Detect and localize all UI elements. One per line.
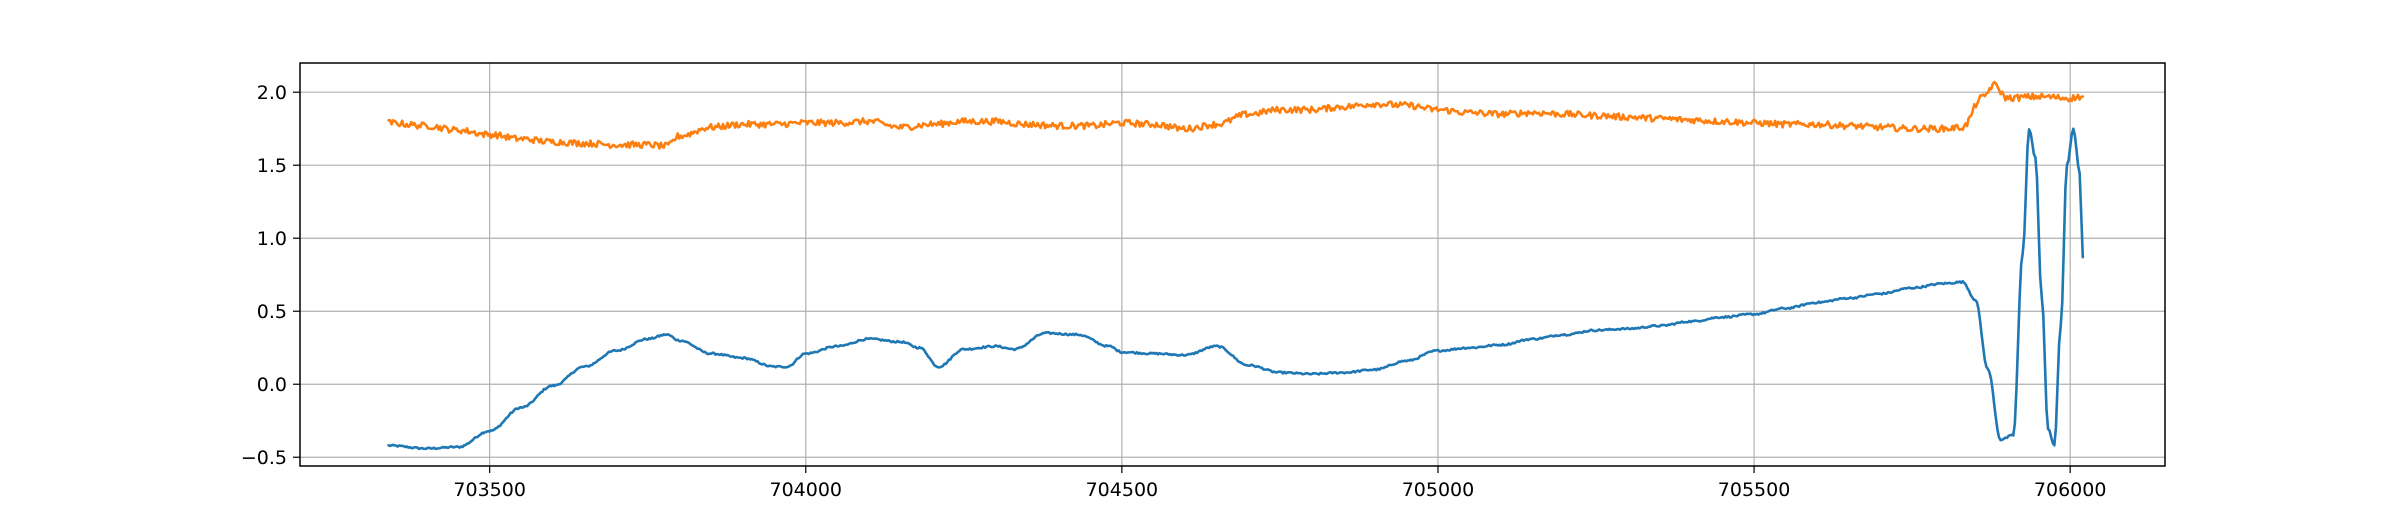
series-group xyxy=(387,80,2085,451)
plot-area-frame xyxy=(299,62,2166,467)
y-tick-label: −0.5 xyxy=(241,447,287,469)
x-tick-label: 705500 xyxy=(1718,479,1791,501)
series-line-1 xyxy=(387,127,2085,451)
x-tick-label: 706000 xyxy=(2034,479,2107,501)
y-tick-label: 0.5 xyxy=(257,301,287,323)
y-tick-label: 1.5 xyxy=(257,155,287,177)
x-tick-label: 705000 xyxy=(1402,479,1475,501)
x-tick-label: 704000 xyxy=(769,479,842,501)
grid xyxy=(300,63,2165,466)
x-tick-label: 704500 xyxy=(1086,479,1159,501)
y-tick-label: 0.0 xyxy=(257,374,287,396)
y-tick-label: 1.0 xyxy=(257,228,287,250)
axis-ticks: 703500 704000 704500 705000 705500 706000 −0.5… xyxy=(241,82,2107,501)
series-line-2 xyxy=(387,80,2085,150)
x-tick-label: 703500 xyxy=(453,479,526,501)
y-tick-label: 2.0 xyxy=(257,82,287,104)
